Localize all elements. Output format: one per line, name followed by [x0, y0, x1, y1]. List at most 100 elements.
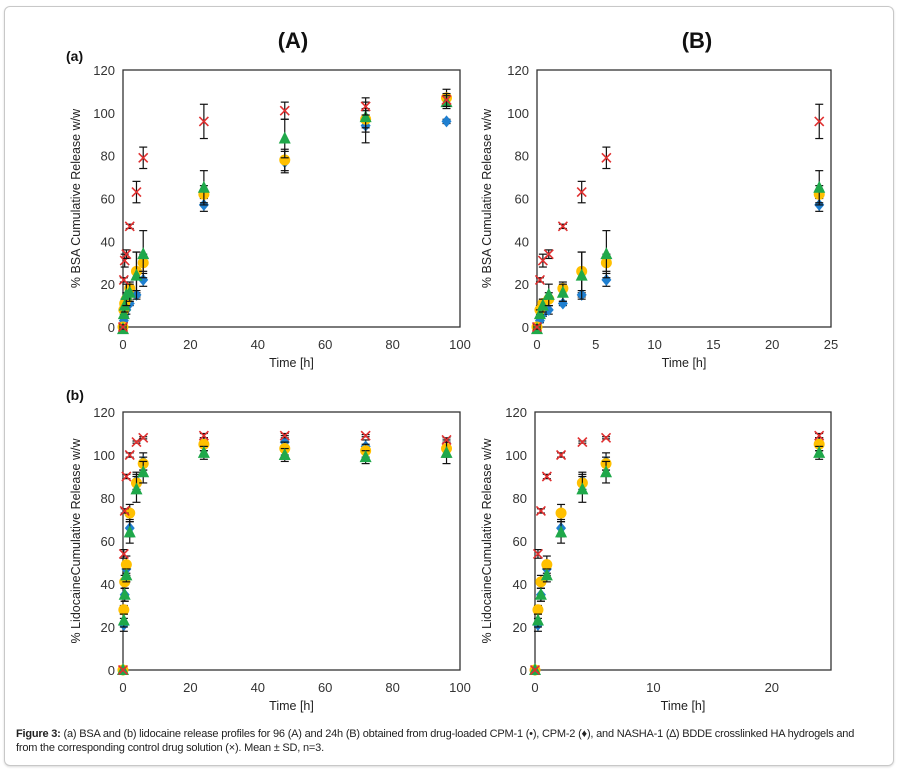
y-axis-label: % LidocaineCumulative Release w/w	[69, 438, 83, 644]
x-tick-label: 10	[647, 337, 661, 352]
y-axis-label: % LidocaineCumulative Release w/w	[480, 438, 494, 644]
data-point-nasha-1	[600, 247, 613, 260]
data-point-nasha-1	[533, 307, 546, 320]
data-point-control	[117, 321, 129, 333]
x-tick-label: 20	[183, 680, 197, 695]
y-tick-label: 0	[108, 663, 115, 678]
data-point-cpm-2	[601, 273, 612, 286]
x-tick-label: 0	[531, 680, 538, 695]
data-point-control	[534, 274, 546, 285]
data-point-nasha-1	[130, 482, 143, 495]
series-nasha-1	[529, 445, 826, 675]
caption-text: (a) BSA and (b) lidocaine release profil…	[16, 728, 855, 754]
y-tick-label: 40	[513, 577, 527, 592]
series-cpm-1	[117, 437, 453, 676]
y-tick-label: 40	[101, 577, 115, 592]
data-point-nasha-1	[542, 287, 555, 300]
data-point-control	[441, 434, 452, 446]
x-tick-label: 100	[449, 337, 471, 352]
data-point-cpm-1	[118, 604, 130, 616]
series-nasha-1	[531, 170, 826, 335]
chart-Bb: 0 20 40 60 80 100 120 0 10 20 Time [h] % LidocaineC…	[480, 405, 832, 713]
data-point-control	[814, 430, 825, 441]
data-point-control	[119, 255, 130, 266]
data-point-control	[121, 249, 132, 260]
column-title-A: (A)	[278, 28, 309, 53]
column-title-B: (B)	[682, 28, 713, 53]
series-control	[117, 92, 452, 333]
data-point-control	[279, 430, 290, 441]
data-point-cpm-1	[124, 507, 136, 519]
series-control	[117, 430, 452, 676]
x-tick-label: 5	[592, 337, 599, 352]
data-point-nasha-1	[534, 587, 547, 600]
plot-area	[122, 411, 461, 671]
data-point-nasha-1	[556, 285, 569, 298]
y-tick-label: 20	[513, 620, 527, 635]
y-tick-label: 40	[101, 234, 115, 249]
data-point-nasha-1	[536, 298, 549, 311]
y-tick-label: 100	[505, 448, 527, 463]
data-point-control	[529, 664, 541, 676]
data-point-nasha-1	[555, 525, 568, 538]
series-cpm-1	[529, 437, 825, 676]
y-tick-label: 60	[513, 534, 527, 549]
data-point-control	[600, 432, 612, 443]
figure-caption: Figure 3: (a) BSA and (b) lidocaine rele…	[16, 727, 876, 755]
data-point-control	[131, 187, 142, 198]
x-tick-label: 20	[183, 337, 197, 352]
data-point-cpm-2	[441, 115, 452, 128]
figure-frame	[4, 6, 894, 766]
data-point-nasha-1	[278, 131, 291, 144]
data-point-control	[555, 449, 567, 461]
y-tick-label: 120	[505, 405, 527, 420]
data-point-control	[138, 432, 149, 443]
x-tick-label: 80	[385, 337, 399, 352]
series-nasha-1	[117, 441, 453, 675]
chart-Ba: 0 20 40 60 80 100 120 0 5 10 15 20 25 Time [h] % BSA C…	[480, 63, 838, 370]
data-point-cpm-1	[555, 507, 567, 519]
y-tick-label: 80	[515, 149, 529, 164]
x-tick-label: 0	[119, 680, 126, 695]
x-tick-label: 40	[251, 337, 265, 352]
data-point-nasha-1	[575, 268, 588, 281]
data-point-cpm-1	[120, 559, 132, 571]
y-tick-label: 100	[507, 106, 529, 121]
y-axis-label: % BSA Cumulative Release w/w	[480, 108, 494, 288]
y-tick-label: 120	[93, 405, 115, 420]
data-point-nasha-1	[197, 180, 210, 193]
x-tick-label: 20	[765, 680, 779, 695]
y-tick-label: 60	[101, 192, 115, 207]
x-tick-label: 40	[251, 680, 265, 695]
data-point-nasha-1	[117, 307, 130, 320]
y-tick-label: 120	[93, 63, 115, 78]
x-tick-label: 10	[646, 680, 660, 695]
y-axis-label: % BSA Cumulative Release w/w	[69, 108, 83, 288]
x-axis-label: Time [h]	[662, 356, 707, 370]
x-axis-label: Time [h]	[661, 699, 706, 713]
data-point-control	[360, 430, 371, 441]
data-point-nasha-1	[359, 450, 372, 463]
row-label-b: (b)	[66, 387, 84, 403]
y-tick-label: 20	[101, 277, 115, 292]
chart-Ab: 0 20 40 60 80 100 120 0 20 40 60 80 100 Time [h] % Lid…	[69, 405, 471, 713]
data-point-control	[543, 249, 554, 260]
data-point-control	[577, 437, 588, 448]
data-point-cpm-2	[557, 297, 568, 310]
data-point-cpm-2	[138, 273, 149, 286]
chart-Aa: 0 20 40 60 80 100 120 0 20 40 60 80 100 Time [h] % BSA…	[69, 63, 471, 370]
data-point-cpm-1	[532, 604, 544, 616]
data-point-nasha-1	[540, 568, 553, 581]
data-point-control	[576, 187, 587, 198]
data-point-nasha-1	[123, 525, 136, 538]
y-tick-label: 100	[93, 448, 115, 463]
data-point-control	[532, 548, 544, 559]
y-tick-label: 20	[101, 620, 115, 635]
data-point-cpm-1	[279, 154, 291, 166]
x-tick-label: 25	[824, 337, 838, 352]
data-point-control	[121, 471, 132, 482]
data-point-nasha-1	[118, 587, 131, 600]
series-nasha-1	[117, 95, 453, 335]
series-cpm-2	[118, 435, 452, 676]
x-axis-label: Time [h]	[269, 699, 314, 713]
